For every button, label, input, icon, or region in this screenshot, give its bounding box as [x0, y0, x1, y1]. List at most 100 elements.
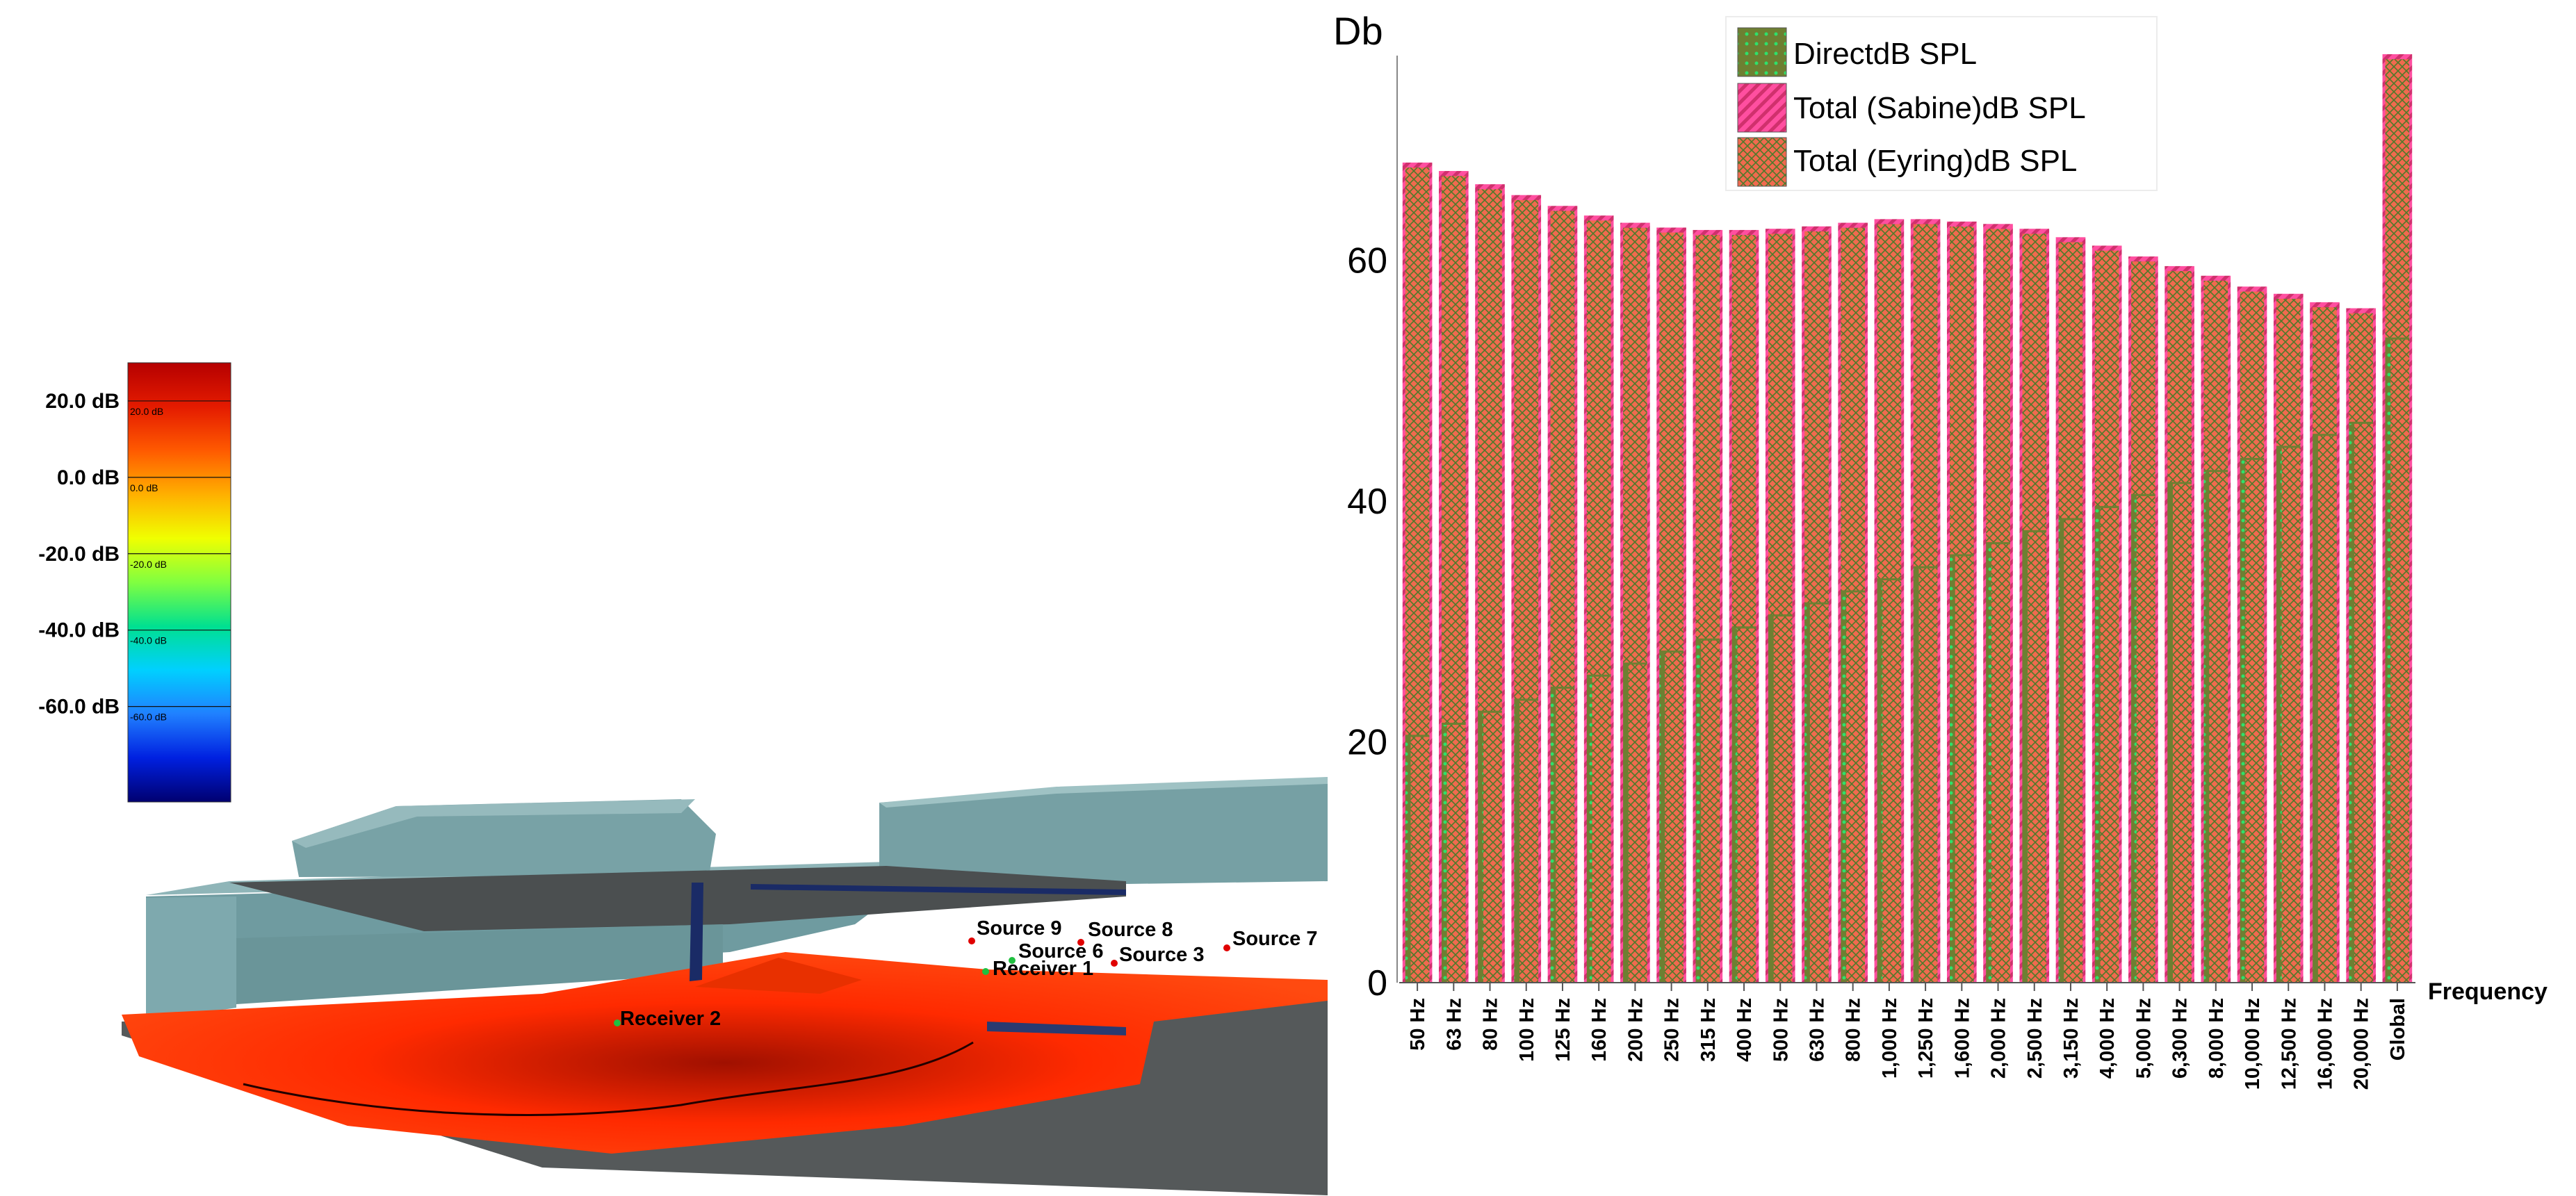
roof-slab: [229, 866, 1126, 931]
y-axis-label: Db: [1333, 9, 1383, 53]
x-tick-label: 1,600 Hz: [1951, 998, 1973, 1079]
bar-direct: [1442, 723, 1447, 983]
y-tick-label: 40: [1347, 482, 1387, 522]
bar-direct: [1877, 579, 1883, 983]
x-tick-label: 2,500 Hz: [2024, 998, 2046, 1079]
heat-map-patch: [695, 958, 862, 994]
bar-direct: [1405, 735, 1411, 983]
scene-markers: [614, 937, 1230, 1026]
x-tick-label: 50 Hz: [1407, 998, 1429, 1051]
x-tick-label: 80 Hz: [1480, 998, 1502, 1051]
x-tick-label: 2,000 Hz: [1988, 998, 2010, 1079]
x-axis-label: Frequency: [2428, 978, 2548, 1005]
receiver-2-marker: [614, 1019, 621, 1026]
x-tick-label: 1,000 Hz: [1879, 998, 1901, 1079]
scene-label: Source 3: [1119, 944, 1205, 966]
bar-direct: [1478, 712, 1483, 983]
color-scale: 20.0 dB 20.0 dB 0.0 dB 0.0 dB -20.0 dB -20.0 …: [38, 362, 231, 803]
legend-swatch-eyring: [1737, 137, 1787, 187]
right-building-top: [879, 777, 1328, 808]
x-tick-label: 6,300 Hz: [2169, 998, 2192, 1079]
legend-box: [1725, 16, 2158, 191]
source-9-marker: [968, 937, 975, 944]
x-tick-label: 16,000 Hz: [2314, 998, 2336, 1090]
bar-direct: [1768, 615, 1774, 983]
dark-strip: [751, 884, 1126, 895]
bar-direct: [2167, 483, 2174, 983]
x-tick-label: 800 Hz: [1843, 998, 1865, 1062]
bar-direct: [2313, 434, 2318, 983]
bar-direct: [2203, 470, 2210, 983]
scene-label-group: Source 9 Source 8 Source 6 Source 3 Sour…: [620, 917, 1318, 1030]
x-tick-label: 200 Hz: [1624, 998, 1647, 1062]
bar-direct: [2276, 447, 2282, 983]
color-scale-inner-label: 0.0 dB: [130, 482, 158, 493]
color-scale-tick-label: -20.0 dB: [38, 543, 120, 566]
bar-direct: [1913, 567, 1919, 983]
x-tick-label: 3,150 Hz: [2060, 998, 2082, 1079]
bar-direct: [1623, 663, 1629, 983]
y-tick-label: 60: [1347, 241, 1387, 281]
x-tick-label: 125 Hz: [1552, 998, 1574, 1062]
scene-label: Receiver 1: [993, 958, 1093, 980]
x-tick-label: Global: [2387, 998, 2409, 1060]
source-8-marker: [1077, 939, 1084, 946]
bar-direct: [1659, 651, 1665, 983]
color-scale-tick-label: -40.0 dB: [38, 619, 120, 642]
source-7-marker: [1223, 944, 1230, 951]
bar-direct: [1550, 687, 1556, 983]
color-scale-ticks: 20.0 dB 20.0 dB 0.0 dB 0.0 dB -20.0 dB -20.0 …: [38, 390, 167, 723]
x-tick-label: 10,000 Hz: [2242, 998, 2264, 1090]
bar-direct: [2094, 507, 2101, 983]
x-tick-label: 1,250 Hz: [1915, 998, 1937, 1079]
color-scale-gridlines: [128, 400, 231, 707]
x-tick-label: 100 Hz: [1516, 998, 1538, 1062]
scene-label: Source 9: [977, 917, 1062, 940]
x-tick-label: 400 Hz: [1734, 998, 1756, 1062]
dark-strip-low: [987, 1022, 1126, 1035]
x-tick-label: 160 Hz: [1588, 998, 1611, 1062]
legend-swatch-sabine: [1737, 83, 1787, 133]
legend-label: Total (Eyring)dB SPL: [1793, 144, 2077, 178]
bar-direct: [1841, 591, 1847, 983]
x-tick-label: 630 Hz: [1806, 998, 1828, 1062]
bar-direct: [2131, 495, 2137, 983]
middle-wall: [236, 924, 723, 1004]
y-tick-label: 20: [1347, 723, 1387, 763]
contour-line: [243, 1041, 974, 1116]
left-building-front: [146, 896, 236, 1022]
bar-direct: [1804, 603, 1810, 983]
x-axis-ticks: 50 Hz 63 Hz 80 Hz 100 Hz 125 Hz 160 Hz 200 Hz 2…: [1399, 982, 2415, 1090]
x-tick-label: 250 Hz: [1661, 998, 1684, 1062]
x-tick-label: 12,500 Hz: [2278, 998, 2300, 1090]
bar-direct: [2022, 531, 2028, 983]
legend-label: DirectdB SPL: [1793, 37, 1977, 71]
source-3-marker: [1111, 960, 1118, 967]
color-scale-tick-label: 20.0 dB: [45, 390, 120, 413]
color-scale-inner-label: -60.0 dB: [130, 712, 167, 723]
heat-map-floor: [122, 952, 1328, 1154]
x-tick-label: 8,000 Hz: [2206, 998, 2228, 1079]
color-scale-inner-label: 20.0 dB: [130, 406, 163, 417]
color-scale-tick-label: -60.0 dB: [38, 696, 120, 719]
scene-label: Source 7: [1232, 928, 1318, 950]
bar-direct: [1586, 675, 1592, 983]
legend: DirectdB SPL Total (Sabine)dB SPL Total …: [1725, 16, 2158, 191]
x-tick-label: 500 Hz: [1770, 998, 1792, 1062]
scene-label: Receiver 2: [620, 1008, 721, 1030]
bar-direct: [1986, 543, 1991, 983]
bar-direct: [2349, 423, 2355, 983]
bar-direct: [2058, 519, 2064, 983]
room-3d-view: Source 9 Source 8 Source 6 Source 3 Sour…: [122, 777, 1328, 1195]
x-tick-label: 4,000 Hz: [2096, 998, 2119, 1079]
bar-direct: [1950, 555, 1955, 983]
upper-building-top: [292, 799, 695, 848]
right-building: [879, 780, 1328, 884]
y-axis-ticks: 0 20 40 60: [1347, 241, 1387, 1004]
legend-swatch-direct: [1737, 27, 1787, 77]
color-scale-inner-label: -20.0 dB: [130, 559, 167, 570]
bar-direct: [2385, 338, 2391, 983]
column: [690, 883, 703, 981]
bar-direct: [2240, 459, 2246, 983]
